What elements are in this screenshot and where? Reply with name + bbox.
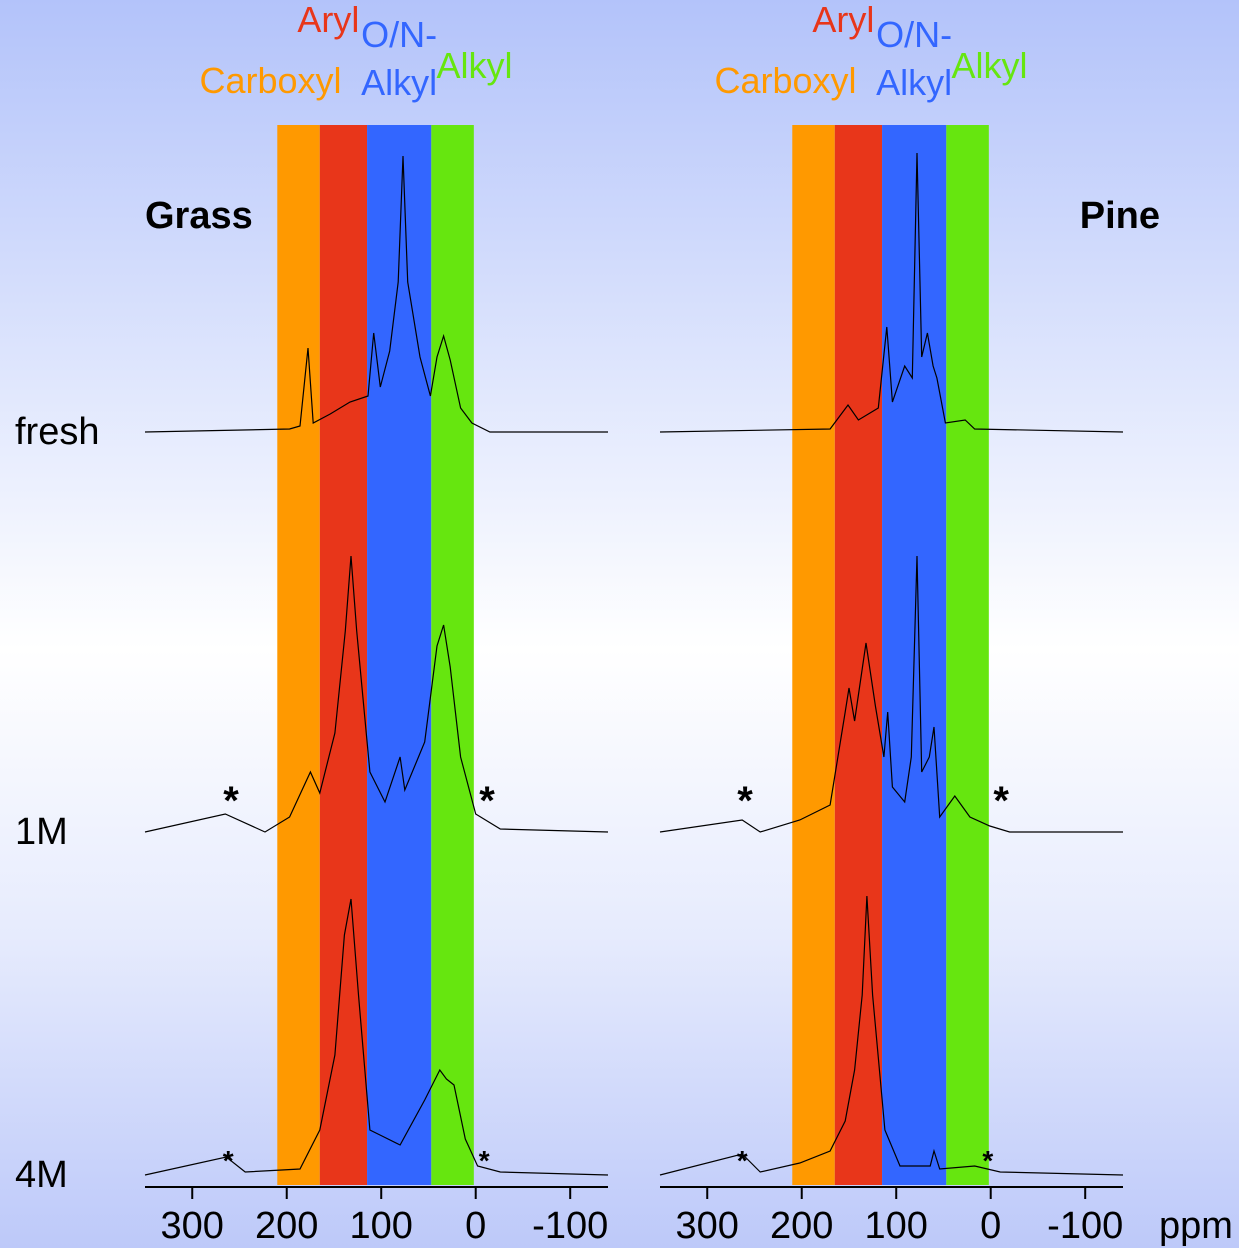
annotation: *: [479, 1145, 490, 1176]
region-label: Alkyl: [437, 45, 513, 86]
spectrum-line: [659, 152, 1124, 433]
x-tick-label: -100: [532, 1205, 608, 1247]
region-band: [792, 125, 835, 1185]
panel-title: Pine: [1080, 195, 1160, 237]
region-label: Alkyl: [952, 45, 1028, 86]
x-tick-label: 200: [770, 1205, 833, 1247]
region-label: Aryl: [812, 0, 874, 40]
region-band: [946, 125, 989, 1185]
region-band: [277, 125, 320, 1185]
x-tick-label: 100: [350, 1205, 413, 1247]
region-label: O/N-: [876, 14, 952, 55]
spectrum-line: [144, 898, 609, 1176]
spectrum-line: [144, 155, 608, 433]
annotation: *: [993, 779, 1009, 823]
x-tick-label: -100: [1047, 1205, 1123, 1247]
region-label: Alkyl: [876, 62, 952, 103]
region-label: Alkyl: [361, 62, 437, 103]
x-tick-label: 0: [465, 1205, 486, 1247]
annotation: *: [479, 779, 495, 823]
spectrum-line: [144, 555, 609, 833]
spectrum-line: [659, 555, 1123, 833]
annotation: *: [737, 1145, 748, 1176]
row-label: 4M: [15, 1154, 68, 1196]
region-label: Aryl: [297, 0, 359, 40]
annotation: *: [737, 779, 753, 823]
region-band: [431, 125, 474, 1185]
x-tick-label: 100: [865, 1205, 928, 1247]
region-label: Carboxyl: [715, 60, 857, 101]
annotation: *: [223, 779, 239, 823]
x-axis-label: ppm: [1159, 1205, 1233, 1247]
panel-title: Grass: [145, 195, 253, 237]
x-tick-label: 0: [980, 1205, 1001, 1247]
region-label: O/N-: [361, 14, 437, 55]
region-label: Carboxyl: [200, 60, 342, 101]
row-label: fresh: [15, 411, 99, 453]
x-tick-label: 200: [255, 1205, 318, 1247]
x-tick-label: 300: [676, 1205, 739, 1247]
annotation: *: [223, 1145, 234, 1176]
x-tick-label: 300: [161, 1205, 224, 1247]
annotation: *: [982, 1145, 993, 1176]
region-band: [367, 125, 432, 1185]
spectrum-line: [659, 895, 1124, 1176]
row-label: 1M: [15, 811, 68, 853]
